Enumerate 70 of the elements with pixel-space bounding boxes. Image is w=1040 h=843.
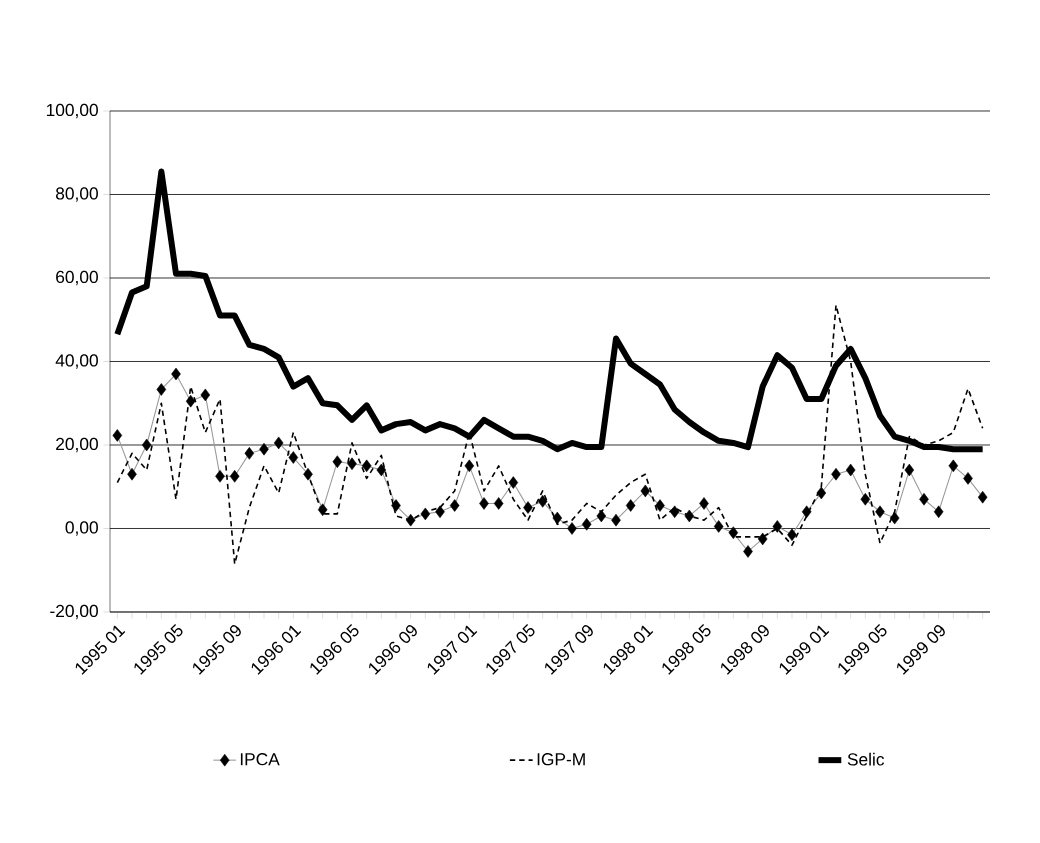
point [464, 459, 475, 473]
y-tick-label: 0,00 [65, 521, 98, 536]
y-tick-label: -20,00 [50, 604, 98, 620]
legend-label: Selic [847, 752, 885, 766]
legend-label: IGP-M [537, 753, 585, 766]
point [112, 429, 123, 442]
point [391, 499, 401, 512]
point [141, 438, 152, 452]
point [684, 509, 695, 523]
point [845, 463, 856, 477]
point [625, 499, 636, 512]
point [933, 505, 944, 519]
point [215, 470, 225, 483]
point [435, 505, 445, 519]
point [948, 459, 959, 473]
point [127, 467, 137, 481]
point [185, 394, 196, 408]
point [405, 513, 416, 527]
point [816, 486, 827, 500]
y-tick-label: 80,00 [56, 187, 98, 202]
point [259, 442, 269, 456]
point [420, 507, 431, 521]
point [801, 505, 812, 519]
point [537, 495, 548, 508]
point [713, 520, 724, 533]
point [171, 367, 181, 381]
point [244, 447, 255, 460]
legend-label: IPCA [240, 753, 280, 766]
point [772, 520, 783, 533]
point [977, 490, 988, 504]
point [376, 463, 387, 477]
point [361, 459, 372, 473]
point [860, 492, 871, 506]
y-tick-label: 60,00 [56, 270, 98, 286]
point [875, 505, 885, 519]
point [567, 522, 577, 535]
point [904, 463, 915, 477]
point [493, 497, 504, 510]
point [273, 436, 284, 450]
point [757, 532, 768, 546]
y-tick-label: 20,00 [56, 437, 98, 453]
point [640, 484, 651, 498]
point [728, 526, 739, 539]
point [831, 467, 841, 481]
point [611, 513, 621, 527]
point [288, 451, 299, 464]
point [787, 528, 797, 542]
point [963, 472, 973, 485]
point [449, 499, 460, 512]
point [156, 383, 167, 396]
point [523, 501, 533, 514]
point [699, 497, 709, 510]
y-tick-label: 40,00 [55, 354, 98, 369]
point [200, 388, 211, 402]
point [655, 499, 665, 512]
point [317, 503, 328, 516]
point [552, 511, 563, 525]
point [743, 545, 753, 558]
point [669, 505, 680, 519]
point [332, 455, 343, 468]
point [508, 476, 519, 489]
point [596, 509, 607, 523]
point [581, 518, 592, 531]
y-tick-label: 100,00 [46, 103, 98, 119]
point [347, 457, 357, 471]
point [889, 511, 900, 525]
point [303, 467, 313, 481]
point [919, 492, 929, 506]
point [479, 497, 489, 510]
point [229, 470, 240, 483]
